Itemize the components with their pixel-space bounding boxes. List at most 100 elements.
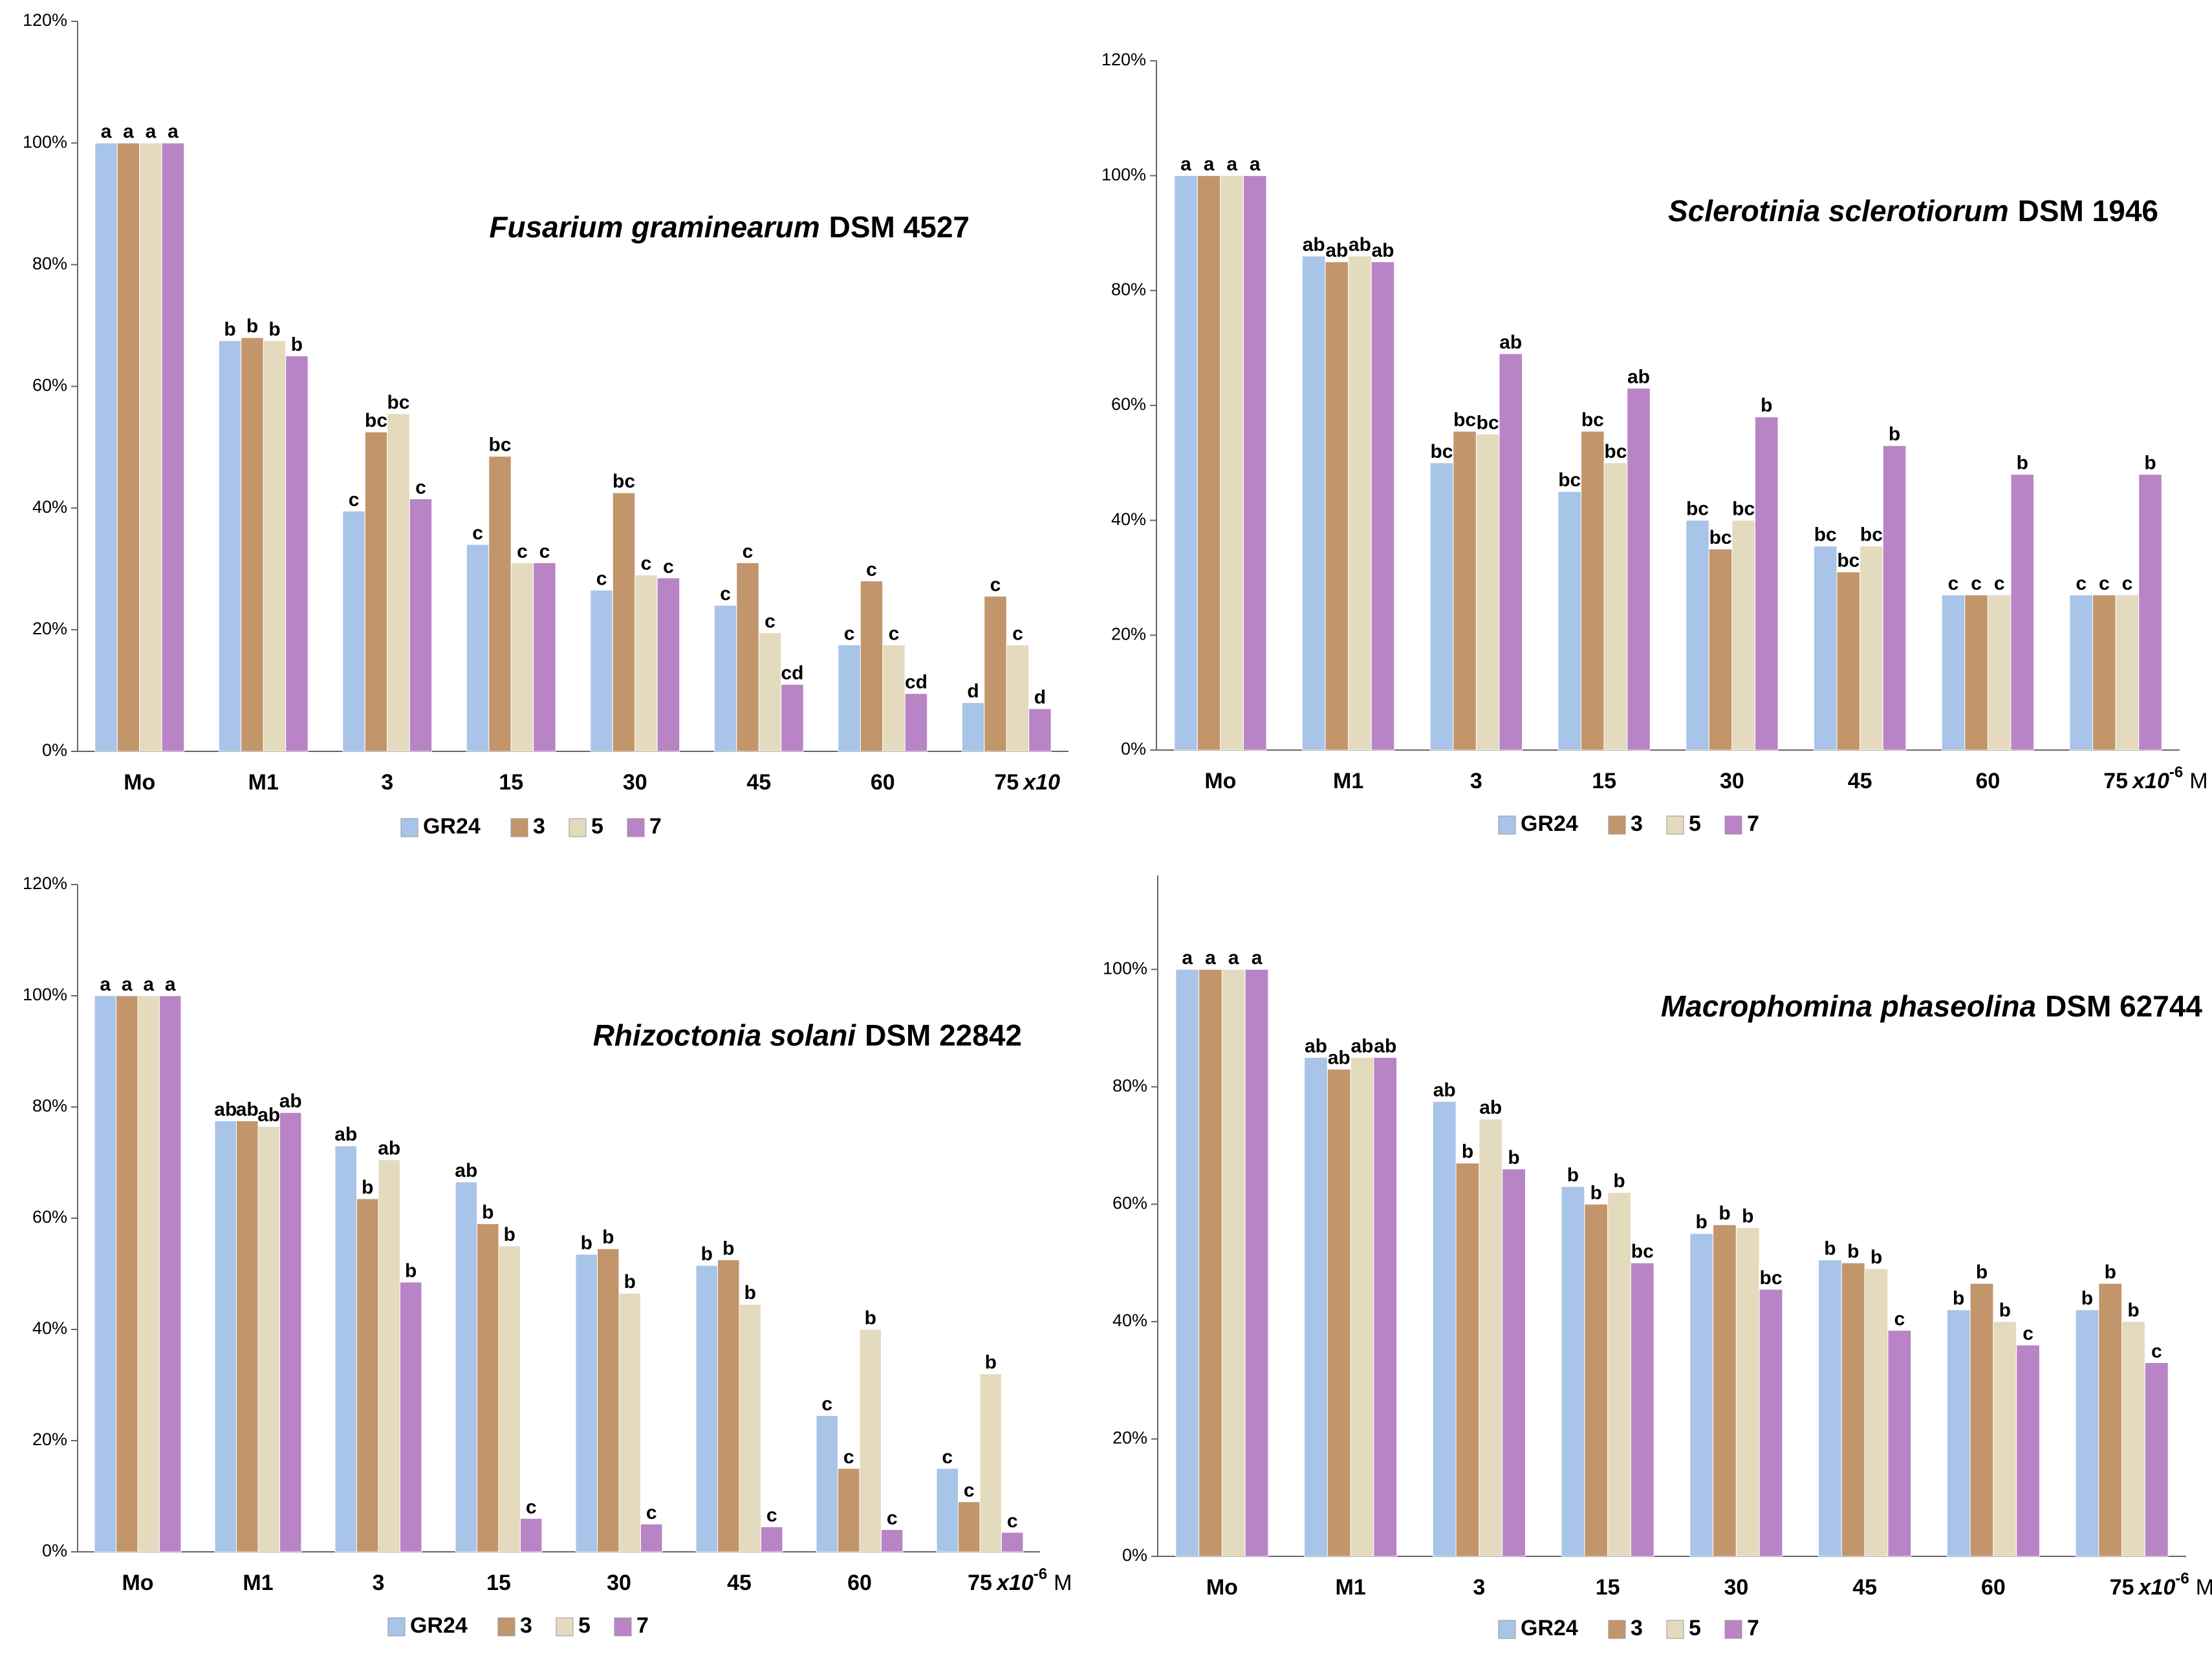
chart: 0% 20% 40% 60% 80% 100% 120% Sclerotinia sclero… (1101, 50, 2208, 836)
title-strain: DSM 1946 (2018, 194, 2158, 228)
bar (1175, 969, 1200, 1557)
significance-letter: a (1226, 154, 1237, 175)
x-tick-label: Mo (124, 770, 155, 795)
x-tick-label: 60 (847, 1571, 872, 1595)
legend-swatch (1498, 815, 1516, 835)
y-tick-label: 80% (32, 253, 67, 273)
bar (1841, 1262, 1865, 1557)
significance-letter: ab (214, 1099, 237, 1120)
bar (575, 1254, 598, 1552)
bar (1174, 175, 1198, 751)
significance-letter: ab (257, 1104, 280, 1126)
significance-letter: b (1719, 1203, 1730, 1224)
chart-title: Fusarium graminearum DSM 4527 (489, 210, 970, 244)
x-unit-base: x10 (995, 1571, 1034, 1595)
legend-swatch (569, 818, 587, 837)
significance-letter: a (1182, 947, 1193, 969)
significance-letter: b (722, 1238, 734, 1259)
y-tick-label: 0% (1121, 739, 1146, 758)
bar (1455, 1163, 1480, 1557)
significance-letter: ab (1499, 332, 1522, 353)
bar (279, 1112, 302, 1552)
bar (634, 574, 658, 752)
significance-letter: c (415, 477, 426, 498)
x-tick-label: 45 (746, 770, 771, 795)
title-species: Sclerotinia sclerotiorum (1668, 194, 2009, 228)
y-tick-label: 100% (23, 985, 67, 1004)
significance-letter: ab (334, 1124, 357, 1145)
significance-letter: c (1971, 573, 1982, 594)
bar (1350, 1057, 1374, 1557)
bar (1304, 1057, 1328, 1557)
x-unit: x10-6 M (995, 1565, 1072, 1595)
legend-label: 3 (533, 814, 545, 839)
significance-letter: b (1696, 1212, 1708, 1233)
bar (958, 1501, 981, 1552)
legend-label: 5 (578, 1613, 591, 1638)
bar (94, 995, 117, 1552)
bar (137, 995, 160, 1552)
bar (488, 456, 512, 752)
bar (597, 1248, 620, 1552)
bar (838, 1468, 860, 1552)
bar (533, 562, 556, 752)
significance-letter: ab (1627, 366, 1650, 387)
significance-letter: cd (781, 662, 803, 683)
x-tick-label: 60 (871, 770, 895, 795)
bar (1754, 416, 1779, 751)
bar (1941, 594, 1966, 751)
chart: 0% 20% 40% 60% 80% 100% Macrophomina phaseolin… (1103, 875, 2212, 1640)
legend-swatch (1608, 1620, 1626, 1639)
y-tick-label: 120% (1101, 50, 1146, 69)
x-unit-suffix: M (1054, 1571, 1072, 1595)
significance-letter: bc (1581, 409, 1604, 431)
x-tick-label: 75 (968, 1571, 992, 1595)
significance-letter: a (101, 121, 112, 142)
x-unit: x10-6 M (2138, 1570, 2212, 1600)
significance-letter: c (2076, 573, 2087, 594)
significance-letter: c (517, 541, 528, 562)
bar (1453, 431, 1477, 751)
bar (961, 702, 985, 752)
bar (257, 1126, 280, 1552)
significance-letter: b (1870, 1247, 1882, 1268)
significance-letter: ab (1479, 1097, 1502, 1119)
bar (1836, 572, 1861, 751)
x-tick-label: 30 (623, 770, 647, 795)
significance-letter: c (942, 1446, 953, 1468)
significance-letter: b (602, 1227, 614, 1248)
significance-letter: bc (1604, 441, 1627, 462)
y-tick-label: 120% (23, 874, 67, 893)
significance-letter: b (2127, 1300, 2139, 1321)
significance-letter: b (224, 319, 235, 340)
bar (2010, 474, 2035, 751)
bar (1581, 431, 1605, 751)
significance-letter: b (1761, 395, 1772, 416)
bar (781, 684, 804, 752)
title-strain: DSM 62744 (2045, 989, 2202, 1023)
x-tick-label: 3 (1473, 1575, 1485, 1600)
bar (816, 1415, 839, 1552)
legend-swatch (1608, 815, 1626, 835)
bar (466, 544, 490, 752)
x-tick-label: 75 (994, 770, 1019, 795)
significance-letter: b (405, 1260, 417, 1282)
bar (1429, 462, 1454, 751)
x-tick-label: Mo (1204, 769, 1236, 793)
significance-letter: a (1228, 947, 1239, 969)
significance-letter: c (539, 541, 550, 562)
x-tick-label: 75 (2110, 1575, 2134, 1600)
bar (1197, 175, 1221, 751)
significance-letter: d (1034, 687, 1046, 708)
significance-letter: ab (378, 1138, 400, 1159)
y-tick-label: 40% (1111, 510, 1146, 529)
bar (1327, 1069, 1351, 1557)
bar (236, 1121, 259, 1552)
bar (1001, 1532, 1024, 1552)
bar (1813, 546, 1838, 751)
bar (1731, 520, 1755, 751)
significance-letter: b (1567, 1165, 1579, 1186)
significance-letter: a (1205, 947, 1216, 969)
significance-letter: b (1824, 1238, 1836, 1260)
legend-swatch (387, 1617, 406, 1637)
